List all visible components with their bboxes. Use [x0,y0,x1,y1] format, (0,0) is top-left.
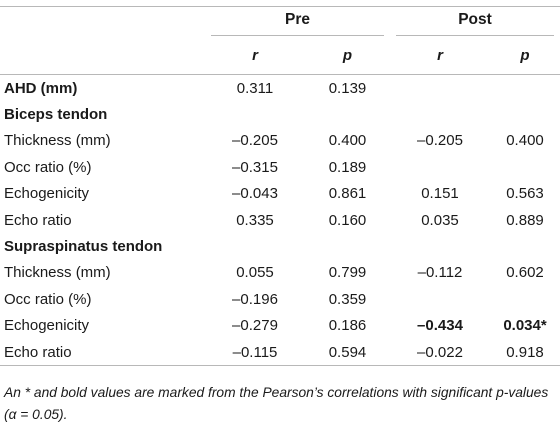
cell-pre-r: –0.196 [232,290,278,308]
cell-post-p: 0.400 [506,132,544,150]
table-row: Thickness (mm) –0.205 0.400 –0.205 0.400 [0,128,560,154]
cell-pre-p: 0.861 [328,185,367,203]
cell-post-r: –0.205 [417,132,463,150]
row-section-label: Biceps tendon [4,106,108,124]
sub-header-pre-p: p [342,46,353,64]
row-label: Thickness (mm) [4,132,111,150]
cell-pre-r: 0.055 [236,264,274,282]
cell-pre-r [205,233,305,259]
cell-pre-p: 0.139 [328,79,367,97]
row-label: Occ ratio (%) [4,158,92,176]
cell-post-r [390,101,490,127]
cell-pre-r: –0.205 [232,132,278,150]
cell-post-r [390,233,490,259]
cell-pre-p: 0.189 [328,158,367,176]
cell-pre-p [305,101,390,127]
sub-header-row: r p r p [0,36,560,75]
cell-pre-r: –0.279 [232,317,278,335]
cell-pre-r: 0.335 [236,211,274,229]
cell-post-p [490,233,560,259]
correlation-table: Pre Post r p r p AHD (mm) 0.311 0.139 Bicep… [0,6,560,366]
row-section-label: AHD (mm) [4,79,78,97]
group-header-pre: Pre [205,7,390,36]
cell-pre-r: –0.315 [232,158,278,176]
cell-pre-p: 0.186 [328,317,367,335]
cell-post-p: 0.918 [506,343,544,361]
table-row: Echogenicity –0.279 0.186 –0.434 0.034* [0,313,560,339]
row-label: Echo ratio [4,211,72,229]
sub-header-pre-r: r [252,46,258,64]
cell-post-p [490,286,560,312]
sub-header-blank [0,36,205,75]
table-row: Echo ratio 0.335 0.160 0.035 0.889 [0,207,560,233]
cell-post-r: 0.035 [421,211,459,229]
cell-post-p: 0.602 [506,264,544,282]
cell-post-r: –0.434 [417,317,463,335]
group-header-post: Post [390,7,560,36]
cell-post-p [490,75,560,102]
cell-post-r [390,286,490,312]
cell-pre-p [305,233,390,259]
row-section-label: Supraspinatus tendon [4,238,163,256]
cell-pre-r: –0.115 [232,343,278,361]
header-blank [0,7,205,37]
cell-pre-r [205,101,305,127]
sub-header-post-p: p [520,46,530,64]
cell-pre-r: –0.043 [232,185,278,203]
cell-post-r: –0.022 [417,343,463,361]
cell-post-p [490,154,560,180]
group-header-row: Pre Post [0,6,560,37]
table-row: AHD (mm) 0.311 0.139 [0,75,560,102]
table-row: Occ ratio (%) –0.315 0.189 [0,154,560,180]
cell-post-r: –0.112 [417,264,463,282]
cell-post-p [490,101,560,127]
sub-header-post-r: r [437,46,443,64]
cell-pre-p: 0.799 [328,264,367,282]
cell-post-p: 0.034* [503,317,547,335]
cell-post-r [390,75,490,102]
cell-post-r: 0.151 [421,185,459,203]
cell-pre-p: 0.359 [328,290,367,308]
row-label: Thickness (mm) [4,264,111,282]
table-footnote: An * and bold values are marked from the… [4,385,549,422]
cell-pre-p: 0.594 [328,343,367,361]
cell-post-r [390,154,490,180]
cell-pre-p: 0.400 [328,132,367,150]
table-body: AHD (mm) 0.311 0.139 Biceps tendon Thickness… [0,75,560,366]
row-label: Echo ratio [4,343,72,361]
cell-pre-p: 0.160 [328,211,367,229]
table-row: Echo ratio –0.115 0.594 –0.022 0.918 [0,339,560,366]
table-row: Supraspinatus tendon [0,233,560,259]
table-row: Biceps tendon [0,101,560,127]
row-label: Occ ratio (%) [4,290,92,308]
cell-post-p: 0.563 [506,185,544,203]
row-label: Echogenicity [4,185,90,203]
cell-pre-r: 0.311 [236,79,274,97]
table-row: Occ ratio (%) –0.196 0.359 [0,286,560,312]
table-row: Echogenicity –0.043 0.861 0.151 0.563 [0,181,560,207]
table-row: Thickness (mm) 0.055 0.799 –0.112 0.602 [0,260,560,286]
row-label: Echogenicity [4,317,90,335]
cell-post-p: 0.889 [506,211,544,229]
